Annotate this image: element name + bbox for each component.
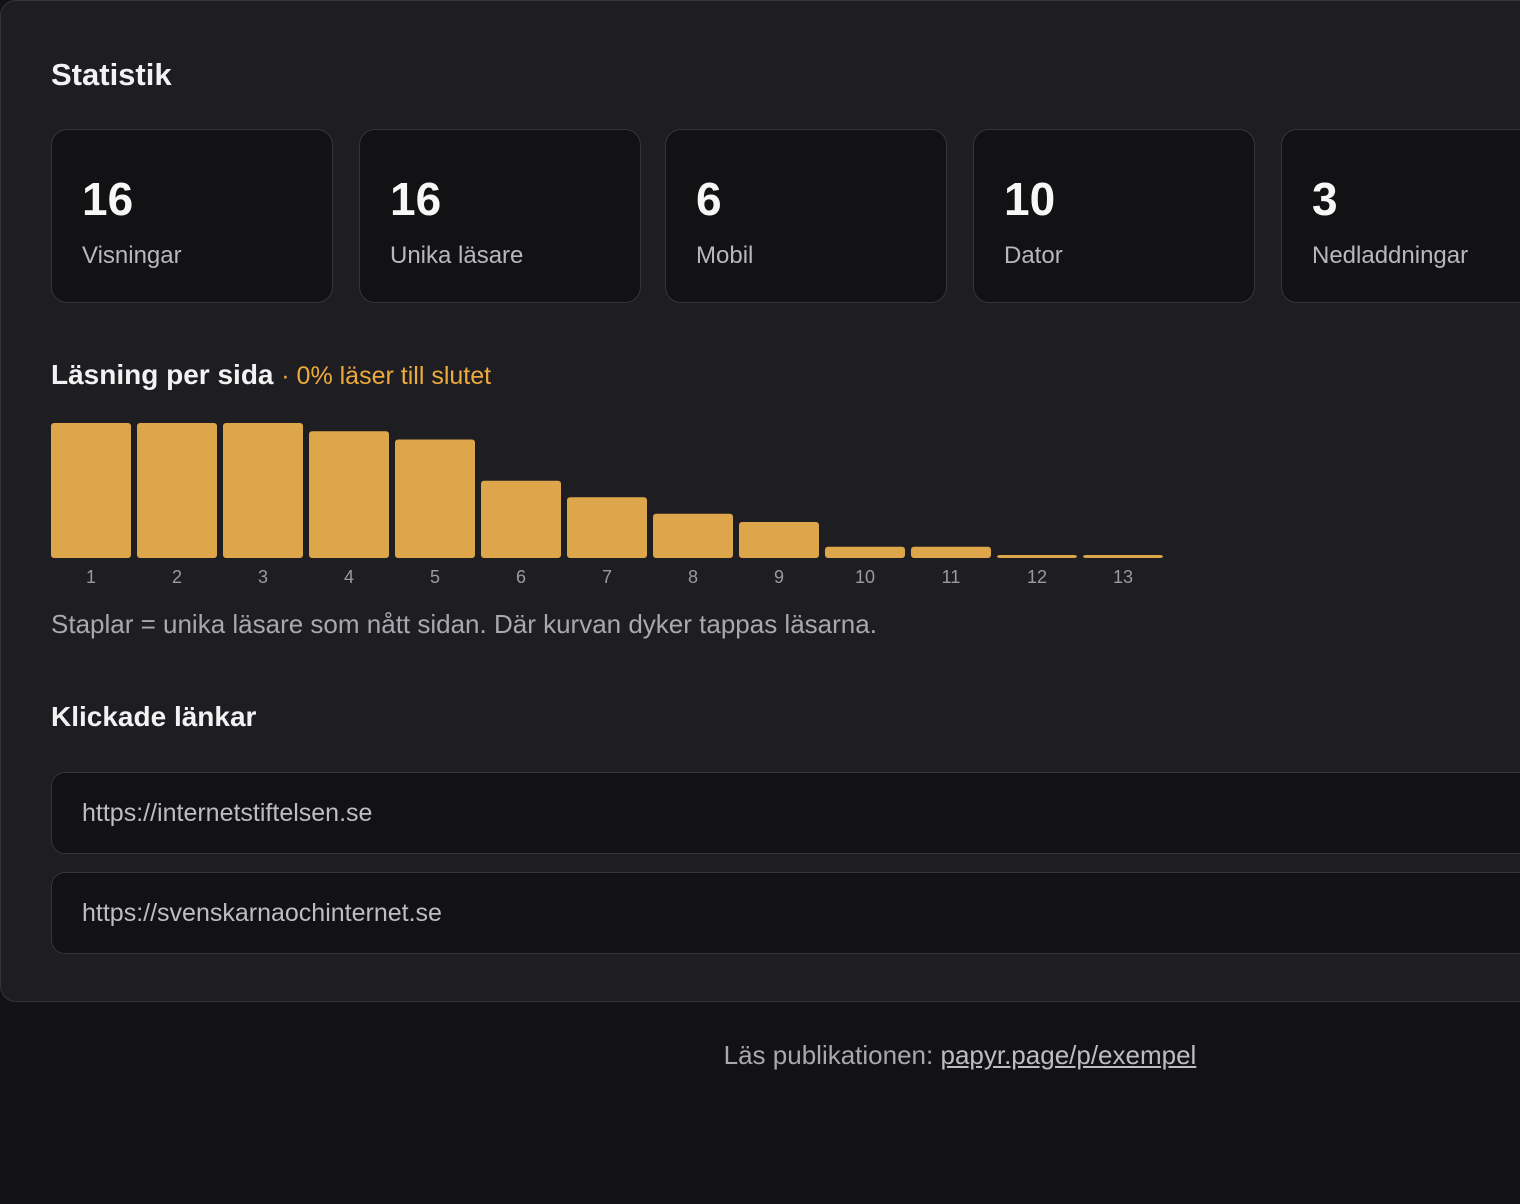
stat-label: Mobil xyxy=(696,242,754,269)
bar xyxy=(653,513,733,558)
stat-label: Visningar xyxy=(82,242,182,269)
x-tick-label: 11 xyxy=(942,567,961,587)
chart-caption: Staplar = unika läsare som nått sidan. D… xyxy=(51,609,877,639)
x-tick-label: 10 xyxy=(855,567,875,587)
x-tick-label: 3 xyxy=(258,567,268,587)
x-tick-label: 9 xyxy=(774,567,784,587)
x-tick-label: 13 xyxy=(1113,567,1133,587)
bar xyxy=(997,555,1077,558)
bar xyxy=(137,423,217,558)
chart-title: Läsning per sida xyxy=(51,359,274,390)
x-tick-label: 8 xyxy=(688,567,698,587)
bar xyxy=(481,480,561,558)
bar xyxy=(309,431,389,558)
footer-text: Läs publikationen: xyxy=(723,1040,934,1070)
stat-value: 10 xyxy=(1004,173,1056,225)
links-title: Klickade länkar xyxy=(51,701,257,732)
footer-link[interactable]: papyr.page/p/exempel xyxy=(940,1040,1197,1070)
chart-subtitle: · 0% läser till slutet xyxy=(281,362,492,390)
bar xyxy=(395,439,475,558)
link-row[interactable]: https://internetstiftelsen.se xyxy=(51,772,1520,854)
x-tick-label: 7 xyxy=(602,567,612,587)
stat-card: 3 Nedladdningar xyxy=(1281,129,1520,303)
stat-card: 16 Unika läsare xyxy=(359,129,641,303)
x-tick-label: 1 xyxy=(86,567,96,587)
stat-value: 16 xyxy=(390,173,442,225)
bar xyxy=(911,546,991,558)
stat-value: 3 xyxy=(1312,173,1338,225)
x-tick-label: 2 xyxy=(172,567,182,587)
chart-heading: Läsning per sida · 0% läser till slutet xyxy=(51,359,491,391)
x-tick-label: 5 xyxy=(430,567,440,587)
panel-title: Statistik xyxy=(51,57,172,92)
x-tick-label: 6 xyxy=(516,567,526,587)
bar xyxy=(825,546,905,558)
x-tick-label: 4 xyxy=(344,567,354,587)
stat-card: 6 Mobil xyxy=(665,129,947,303)
stat-value: 16 xyxy=(82,173,134,225)
stat-card: 10 Dator xyxy=(973,129,1255,303)
chart: 1 2 3 4 5 6 7 8 9 10 11 12 13 xyxy=(51,423,1163,587)
footer: Läs publikationen: papyr.page/p/exempel xyxy=(0,1040,1520,1071)
stat-card: 16 Visningar xyxy=(51,129,333,303)
stats-panel: Statistik 16 Visningar 16 Unika läsare 6 Mobi… xyxy=(0,0,1520,1002)
bar xyxy=(567,497,647,558)
stat-label: Dator xyxy=(1004,242,1063,269)
stat-label: Nedladdningar xyxy=(1312,242,1469,269)
bar xyxy=(223,423,303,558)
stat-label: Unika läsare xyxy=(390,242,524,269)
bar xyxy=(51,423,131,558)
stat-value: 6 xyxy=(696,173,722,225)
bar xyxy=(739,522,819,558)
x-tick-label: 12 xyxy=(1027,567,1047,587)
link-row[interactable]: https://svenskarnaochinternet.se xyxy=(51,872,1520,954)
bar xyxy=(1083,555,1163,558)
